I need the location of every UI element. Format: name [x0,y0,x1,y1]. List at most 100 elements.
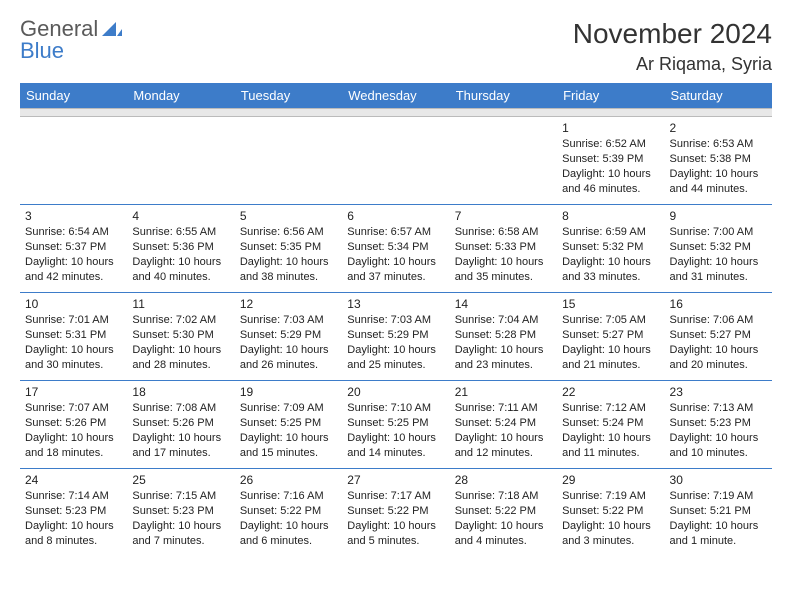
day-cell: 26Sunrise: 7:16 AMSunset: 5:22 PMDayligh… [235,469,342,557]
day-header: Tuesday [235,83,342,109]
sunrise-text: Sunrise: 6:58 AM [455,225,552,240]
sunset-text: Sunset: 5:29 PM [240,328,337,343]
sunset-text: Sunset: 5:29 PM [347,328,444,343]
sunset-text: Sunset: 5:22 PM [240,504,337,519]
sunrise-text: Sunrise: 7:17 AM [347,489,444,504]
day-cell: 9Sunrise: 7:00 AMSunset: 5:32 PMDaylight… [665,205,772,293]
day-number: 11 [132,296,229,312]
daylight-text: Daylight: 10 hours and 28 minutes. [132,343,229,373]
page-header: General Blue November 2024 Ar Riqama, Sy… [20,18,772,75]
sunset-text: Sunset: 5:28 PM [455,328,552,343]
sunset-text: Sunset: 5:25 PM [347,416,444,431]
day-header: Thursday [450,83,557,109]
day-number: 10 [25,296,122,312]
day-cell: 10Sunrise: 7:01 AMSunset: 5:31 PMDayligh… [20,293,127,381]
daylight-text: Daylight: 10 hours and 30 minutes. [25,343,122,373]
sunrise-text: Sunrise: 6:53 AM [670,137,767,152]
day-number: 19 [240,384,337,400]
daylight-text: Daylight: 10 hours and 14 minutes. [347,431,444,461]
sunset-text: Sunset: 5:39 PM [562,152,659,167]
daylight-text: Daylight: 10 hours and 35 minutes. [455,255,552,285]
week-row: 1Sunrise: 6:52 AMSunset: 5:39 PM Daylight… [20,117,772,205]
sunrise-text: Sunrise: 6:59 AM [562,225,659,240]
empty-cell [450,117,557,205]
sunrise-text: Sunrise: 6:52 AM [562,137,659,152]
sunrise-text: Sunrise: 7:10 AM [347,401,444,416]
sunrise-text: Sunrise: 7:05 AM [562,313,659,328]
daylight-text: Daylight: 10 hours and 7 minutes. [132,519,229,549]
day-number: 4 [132,208,229,224]
brand-sail-icon [102,16,122,41]
sunrise-text: Sunrise: 7:15 AM [132,489,229,504]
daylight-text: Daylight: 10 hours and 37 minutes. [347,255,444,285]
sunset-text: Sunset: 5:22 PM [347,504,444,519]
day-header: Saturday [665,83,772,109]
sunrise-text: Sunrise: 6:55 AM [132,225,229,240]
week-row: 10Sunrise: 7:01 AMSunset: 5:31 PMDayligh… [20,293,772,381]
daylight-text: Daylight: 10 hours and 33 minutes. [562,255,659,285]
day-cell: 18Sunrise: 7:08 AMSunset: 5:26 PMDayligh… [127,381,234,469]
sunrise-text: Sunrise: 7:11 AM [455,401,552,416]
day-header: Sunday [20,83,127,109]
daylight-text: Daylight: 10 hours and 8 minutes. [25,519,122,549]
daylight-text: Daylight: 10 hours and 5 minutes. [347,519,444,549]
daylight-text: Daylight: 10 hours and 23 minutes. [455,343,552,373]
day-number: 14 [455,296,552,312]
sunset-text: Sunset: 5:21 PM [670,504,767,519]
day-number: 22 [562,384,659,400]
day-cell: 2Sunrise: 6:53 AMSunset: 5:38 PMDaylight… [665,117,772,205]
day-number: 2 [670,120,767,136]
sunset-text: Sunset: 5:24 PM [455,416,552,431]
day-cell: 30Sunrise: 7:19 AMSunset: 5:21 PMDayligh… [665,469,772,557]
day-header: Wednesday [342,83,449,109]
daylight-text: Daylight: 10 hours and 38 minutes. [240,255,337,285]
calendar-grid: Sunday Monday Tuesday Wednesday Thursday… [20,83,772,557]
day-number: 23 [670,384,767,400]
sunrise-text: Sunrise: 7:03 AM [240,313,337,328]
daylight-text: Daylight: 10 hours and 44 minutes. [670,167,767,197]
daylight-text: Daylight: 10 hours and 12 minutes. [455,431,552,461]
daylight-text: Daylight: 10 hours and 15 minutes. [240,431,337,461]
day-number: 7 [455,208,552,224]
calendar-body: 1Sunrise: 6:52 AMSunset: 5:39 PM Daylight… [20,117,772,557]
sunset-text: Sunset: 5:25 PM [240,416,337,431]
sunrise-text: Sunrise: 6:56 AM [240,225,337,240]
sunrise-text: Sunrise: 7:19 AM [670,489,767,504]
sunrise-text: Sunrise: 7:14 AM [25,489,122,504]
daylight-text: Daylight: 10 hours and 20 minutes. [670,343,767,373]
sunset-text: Sunset: 5:37 PM [25,240,122,255]
title-block: November 2024 Ar Riqama, Syria [573,18,772,75]
sunset-text: Sunset: 5:27 PM [562,328,659,343]
day-number: 12 [240,296,337,312]
day-cell: 3Sunrise: 6:54 AMSunset: 5:37 PMDaylight… [20,205,127,293]
empty-cell [342,117,449,205]
sunset-text: Sunset: 5:31 PM [25,328,122,343]
sunset-text: Sunset: 5:36 PM [132,240,229,255]
day-cell: 22Sunrise: 7:12 AMSunset: 5:24 PMDayligh… [557,381,664,469]
daylight-text: Daylight: 10 hours and 1 minute. [670,519,767,549]
day-cell: 8Sunrise: 6:59 AMSunset: 5:32 PMDaylight… [557,205,664,293]
sunrise-text: Sunrise: 6:57 AM [347,225,444,240]
day-cell: 16Sunrise: 7:06 AMSunset: 5:27 PMDayligh… [665,293,772,381]
week-row: 24Sunrise: 7:14 AMSunset: 5:23 PMDayligh… [20,469,772,557]
daylight-text: Daylight: 10 hours and 17 minutes. [132,431,229,461]
sunset-text: Sunset: 5:33 PM [455,240,552,255]
day-cell: 11Sunrise: 7:02 AMSunset: 5:30 PMDayligh… [127,293,234,381]
day-cell: 1Sunrise: 6:52 AMSunset: 5:39 PMDaylight… [557,117,664,205]
daylight-text: Daylight: 10 hours and 21 minutes. [562,343,659,373]
daylight-text: Daylight: 10 hours and 6 minutes. [240,519,337,549]
sunset-text: Sunset: 5:34 PM [347,240,444,255]
day-number: 3 [25,208,122,224]
day-number: 20 [347,384,444,400]
sunset-text: Sunset: 5:32 PM [670,240,767,255]
sunrise-text: Sunrise: 6:54 AM [25,225,122,240]
sunrise-text: Sunrise: 7:06 AM [670,313,767,328]
sunrise-text: Sunrise: 7:16 AM [240,489,337,504]
day-number: 1 [562,120,659,136]
daylight-text: Daylight: 10 hours and 42 minutes. [25,255,122,285]
sunset-text: Sunset: 5:24 PM [562,416,659,431]
day-number: 21 [455,384,552,400]
day-cell: 24Sunrise: 7:14 AMSunset: 5:23 PMDayligh… [20,469,127,557]
day-cell: 12Sunrise: 7:03 AMSunset: 5:29 PMDayligh… [235,293,342,381]
day-number: 27 [347,472,444,488]
